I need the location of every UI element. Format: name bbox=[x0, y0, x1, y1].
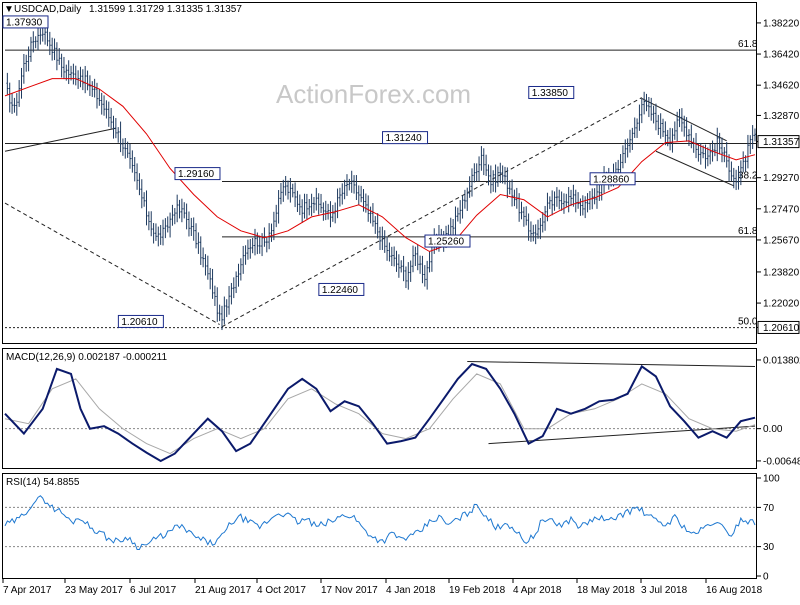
y-tick-label: 1.34620 bbox=[763, 81, 800, 92]
macd-title: MACD(12,26,9) 0.002187 -0.000211 bbox=[6, 352, 167, 363]
y-tick-label: 1.20610 bbox=[763, 323, 800, 334]
price-annotation-text: 1.33850 bbox=[532, 88, 569, 99]
macd-y-label: 0.013802 bbox=[763, 355, 800, 366]
ohlc-readout: 1.31599 1.31729 1.31335 1.31357 bbox=[89, 4, 242, 15]
price-annotation-text: 1.22460 bbox=[322, 285, 359, 296]
rsi-y-label: 100 bbox=[763, 474, 780, 485]
macd-y-label: 0.00 bbox=[763, 424, 783, 435]
x-tick-label: 18 May 2018 bbox=[577, 585, 635, 596]
x-tick-label: 19 Feb 2018 bbox=[449, 585, 506, 596]
rsi-y-label: 30 bbox=[763, 542, 775, 553]
menu-arrow-icon[interactable]: ▼ bbox=[4, 4, 14, 15]
x-tick-label: 4 Jan 2018 bbox=[386, 585, 436, 596]
y-tick-label: 1.32870 bbox=[763, 111, 800, 122]
y-tick-label: 1.31357 bbox=[763, 137, 800, 148]
x-tick-label: 17 Nov 2017 bbox=[321, 585, 378, 596]
price-annotation-text: 1.31240 bbox=[386, 133, 423, 144]
x-tick-label: 3 Jul 2018 bbox=[641, 585, 688, 596]
symbol-label: USDCAD,Daily bbox=[14, 4, 81, 15]
y-tick-label: 1.29270 bbox=[763, 173, 800, 184]
y-tick-label: 1.36420 bbox=[763, 50, 800, 61]
fib-level-label: 50.0 bbox=[738, 317, 758, 328]
fib-level-label: 61.8 bbox=[738, 226, 758, 237]
x-tick-label: 4 Oct 2017 bbox=[257, 585, 306, 596]
rsi-y-label: 70 bbox=[763, 503, 775, 514]
price-annotation-text: 1.28860 bbox=[593, 174, 630, 185]
y-tick-label: 1.27470 bbox=[763, 204, 800, 215]
x-tick-label: 16 Aug 2018 bbox=[706, 585, 763, 596]
price-annotation-text: 1.29160 bbox=[178, 169, 215, 180]
x-tick-label: 21 Aug 2017 bbox=[195, 585, 252, 596]
price-annotation-text: 1.37930 bbox=[6, 17, 43, 28]
y-tick-label: 1.25670 bbox=[763, 235, 800, 246]
watermark: ActionForex.com bbox=[276, 79, 471, 109]
fib-level-label: 61.8 bbox=[738, 39, 758, 50]
rsi-y-label: 0 bbox=[763, 572, 769, 583]
x-tick-label: 23 May 2017 bbox=[65, 585, 123, 596]
price-annotation-text: 1.25260 bbox=[428, 237, 465, 248]
price-annotation-text: 1.20610 bbox=[121, 317, 158, 328]
x-tick-label: 4 Apr 2018 bbox=[513, 585, 562, 596]
y-tick-label: 1.22020 bbox=[763, 299, 800, 310]
x-tick-label: 6 Jul 2017 bbox=[130, 585, 177, 596]
rsi-title: RSI(14) 54.8855 bbox=[6, 477, 80, 488]
macd-y-label: -0.006480 bbox=[763, 456, 800, 467]
y-tick-label: 1.38220 bbox=[763, 18, 800, 29]
x-tick-label: 7 Apr 2017 bbox=[3, 585, 52, 596]
y-tick-label: 1.23820 bbox=[763, 267, 800, 278]
